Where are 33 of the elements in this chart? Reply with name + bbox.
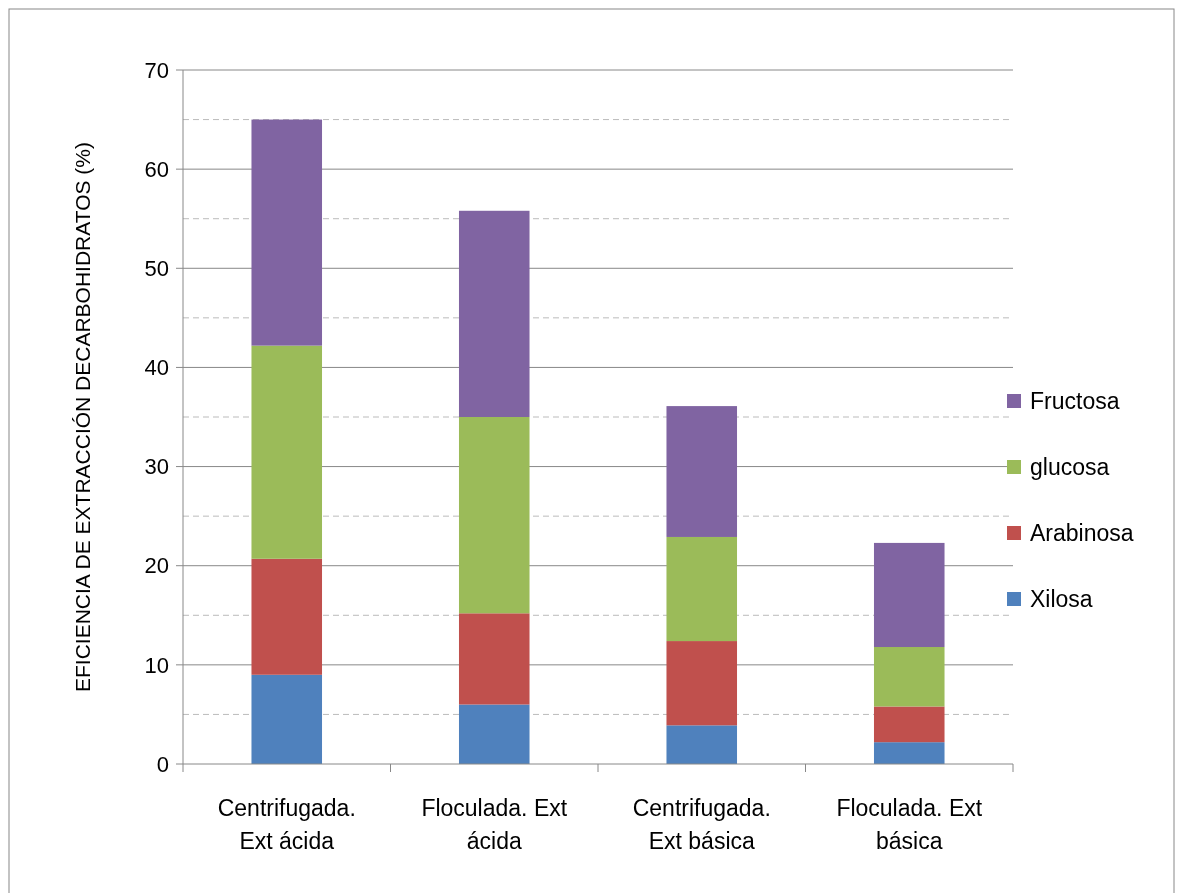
y-tick-label: 10 xyxy=(144,652,169,678)
bar xyxy=(458,210,530,417)
y-tick-label: 30 xyxy=(144,454,169,480)
bar xyxy=(873,647,945,707)
y-tick-label: 70 xyxy=(144,57,169,83)
legend-label: glucosa xyxy=(1030,454,1110,481)
bar xyxy=(458,704,530,764)
x-tick-label: Floculada. Ext básica xyxy=(836,795,983,854)
y-tick-label: 20 xyxy=(144,553,169,579)
y-axis-title: EFICIENCIA DE EXTRACCIÓN DECARBOHIDRATOS (%) xyxy=(71,142,94,692)
y-tick-label: 60 xyxy=(144,156,169,182)
legend-label: Fructosa xyxy=(1030,388,1120,415)
bar xyxy=(666,406,738,537)
bar xyxy=(251,119,323,346)
bar xyxy=(873,742,945,764)
x-tick-label: Centrifugada. Ext básica xyxy=(632,795,771,854)
bar xyxy=(873,706,945,743)
bar xyxy=(666,536,738,642)
legend-label: Arabinosa xyxy=(1030,520,1134,547)
bar xyxy=(458,417,530,614)
x-tick-label: Centrifugada. Ext ácida xyxy=(217,795,356,854)
bar xyxy=(251,345,323,559)
bar xyxy=(251,674,323,764)
bar xyxy=(666,641,738,726)
y-tick-label: 50 xyxy=(144,255,169,281)
y-tick-label: 0 xyxy=(156,751,169,777)
bar xyxy=(666,725,738,764)
bar xyxy=(873,542,945,648)
x-tick-label: Floculada. Ext ácida xyxy=(421,795,568,854)
legend-label: Xilosa xyxy=(1030,586,1093,613)
y-tick-label: 40 xyxy=(144,355,169,381)
bar xyxy=(458,613,530,705)
bar xyxy=(251,558,323,675)
